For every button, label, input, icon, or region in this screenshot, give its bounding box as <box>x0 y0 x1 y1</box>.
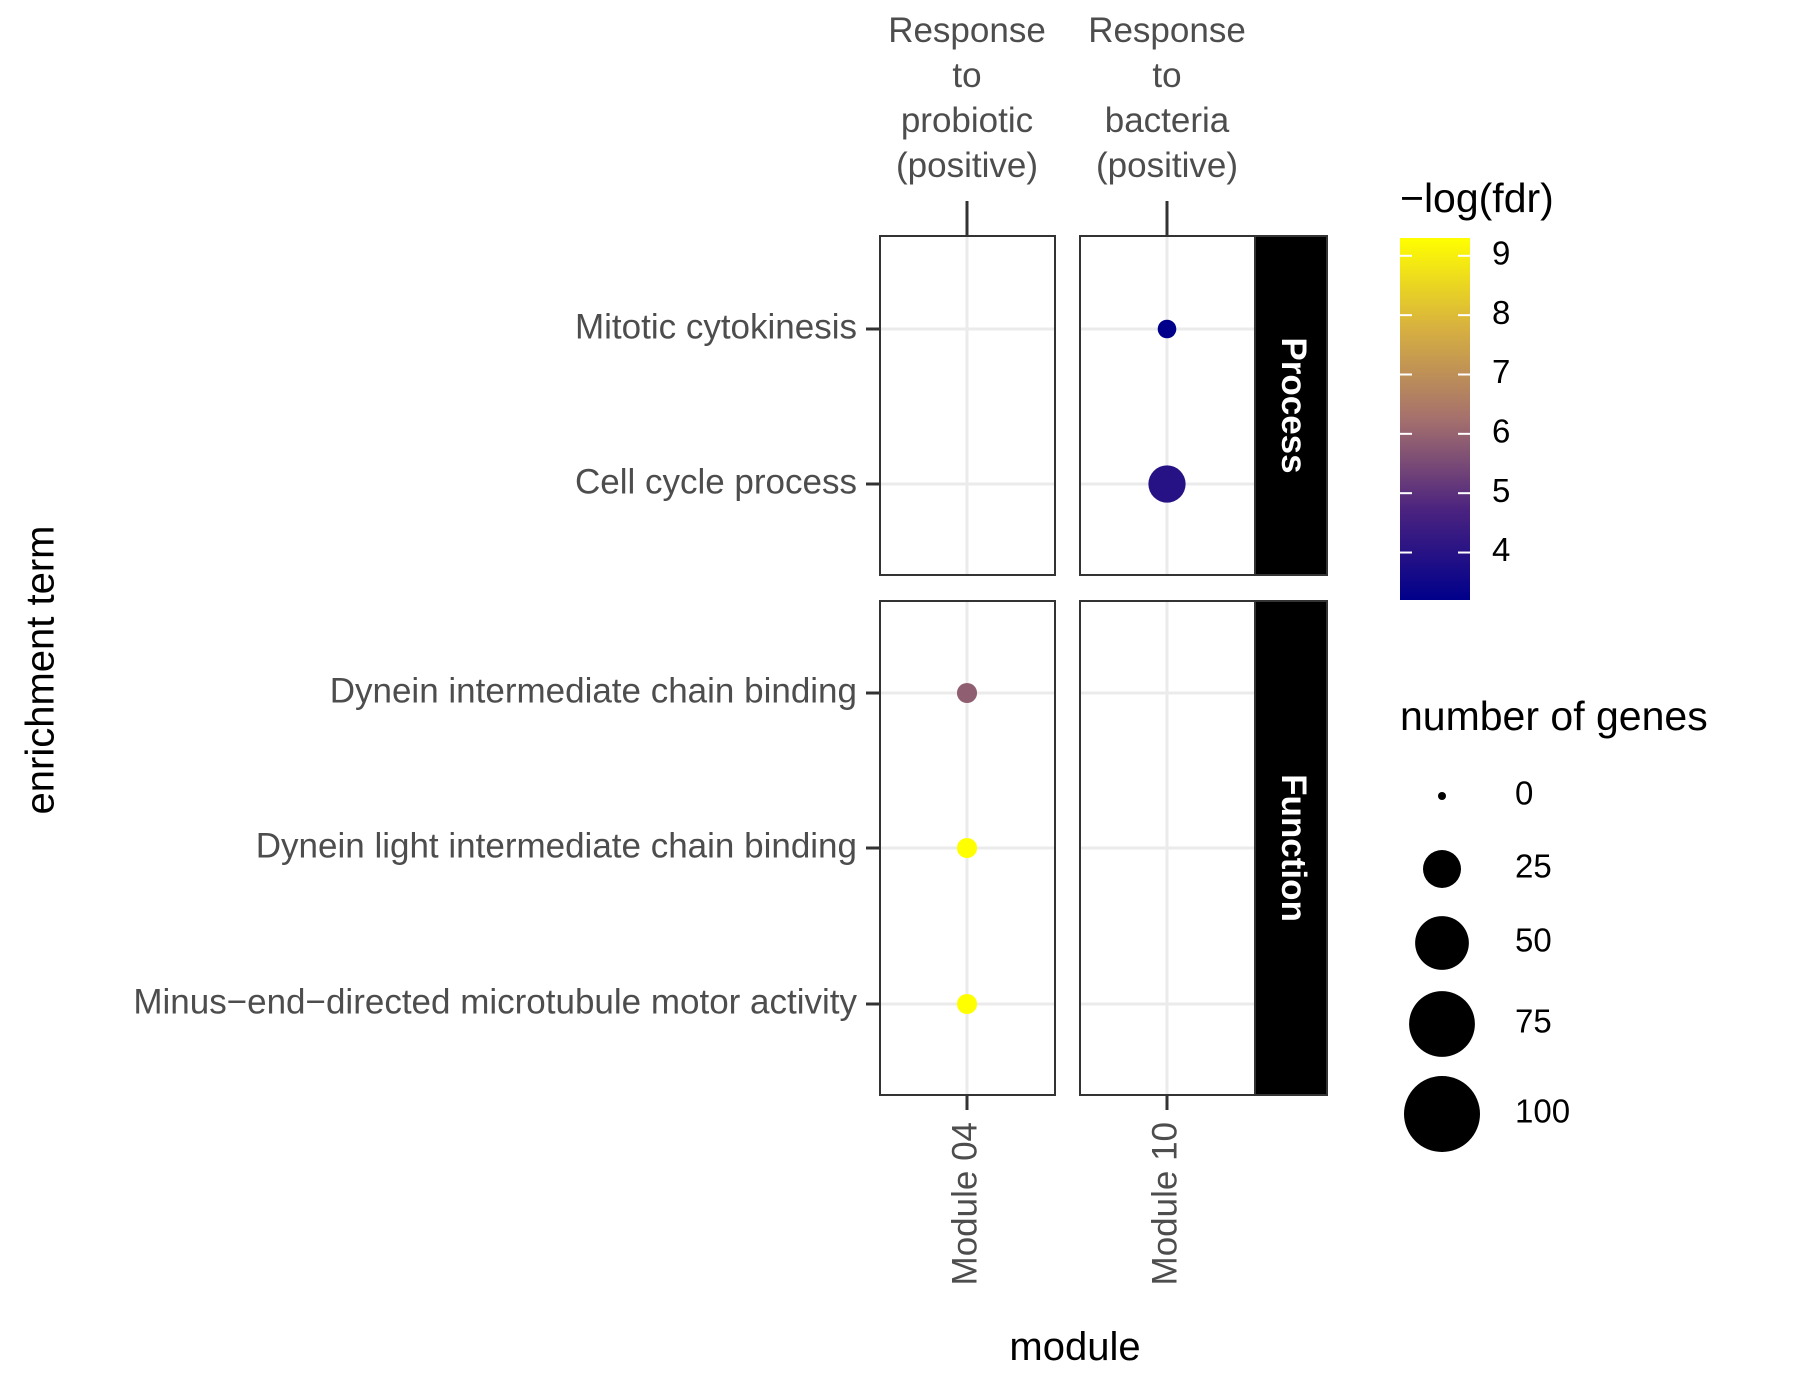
data-point <box>956 993 978 1015</box>
size-legend-label: 100 <box>1515 1093 1570 1130</box>
x-tick-label: Module 10 <box>1145 1122 1184 1285</box>
y-tick-label: Minus−end−directed microtubule motor act… <box>133 982 857 1021</box>
data-point <box>956 837 978 859</box>
x-axis-title: module <box>1009 1325 1140 1369</box>
y-tick-label: Mitotic cytokinesis <box>575 307 857 346</box>
size-legend-key <box>1415 916 1469 970</box>
size-legend-label: 50 <box>1515 922 1552 959</box>
top-axis-label: Response to probiotic (positive) <box>888 11 1046 185</box>
axes: Mitotic cytokinesis Cell cycle process Dyn… <box>133 11 1245 1285</box>
grid-lines <box>880 236 1255 1095</box>
size-legend-key <box>1438 792 1446 800</box>
colorbar-label: 8 <box>1492 294 1510 331</box>
size-legend-label: 25 <box>1515 848 1552 885</box>
data-point <box>1148 465 1186 503</box>
size-legend-label: 75 <box>1515 1003 1552 1040</box>
colorbar-label: 5 <box>1492 472 1510 509</box>
colorbar-label: 7 <box>1492 353 1510 390</box>
top-axis-label: Response to bacteria (positive) <box>1088 11 1246 185</box>
colorbar <box>1400 238 1470 600</box>
size-legend-key <box>1404 1076 1480 1152</box>
size-legend-title: number of genes <box>1400 693 1708 739</box>
size-legend-key <box>1409 991 1475 1057</box>
facet-strip <box>1254 600 1328 1096</box>
data-point <box>956 682 978 704</box>
facet-strip <box>1254 235 1328 576</box>
y-tick-label: Cell cycle process <box>575 462 857 501</box>
data-points <box>956 319 1186 1015</box>
y-tick-label: Dynein light intermediate chain binding <box>256 826 857 865</box>
facet-strip-label: Process <box>1274 337 1313 473</box>
colorbar-label: 6 <box>1492 413 1510 450</box>
data-point <box>1157 319 1177 339</box>
panels: Process Function <box>879 235 1328 1096</box>
y-tick-label: Dynein intermediate chain binding <box>330 671 857 710</box>
y-axis-title: enrichment term <box>19 526 63 815</box>
colorbar-label: 4 <box>1492 531 1510 568</box>
x-tick-label: Module 04 <box>945 1122 984 1285</box>
colorbar-label: 9 <box>1492 235 1510 272</box>
legends: −log(fdr) 9 8 7 6 5 4 number of genes 0 25 50 75 100 <box>1400 175 1708 1152</box>
size-legend-label: 0 <box>1515 775 1533 812</box>
size-legend-key <box>1423 850 1461 888</box>
color-legend-title: −log(fdr) <box>1400 175 1554 221</box>
facet-strip-label: Function <box>1274 774 1313 922</box>
